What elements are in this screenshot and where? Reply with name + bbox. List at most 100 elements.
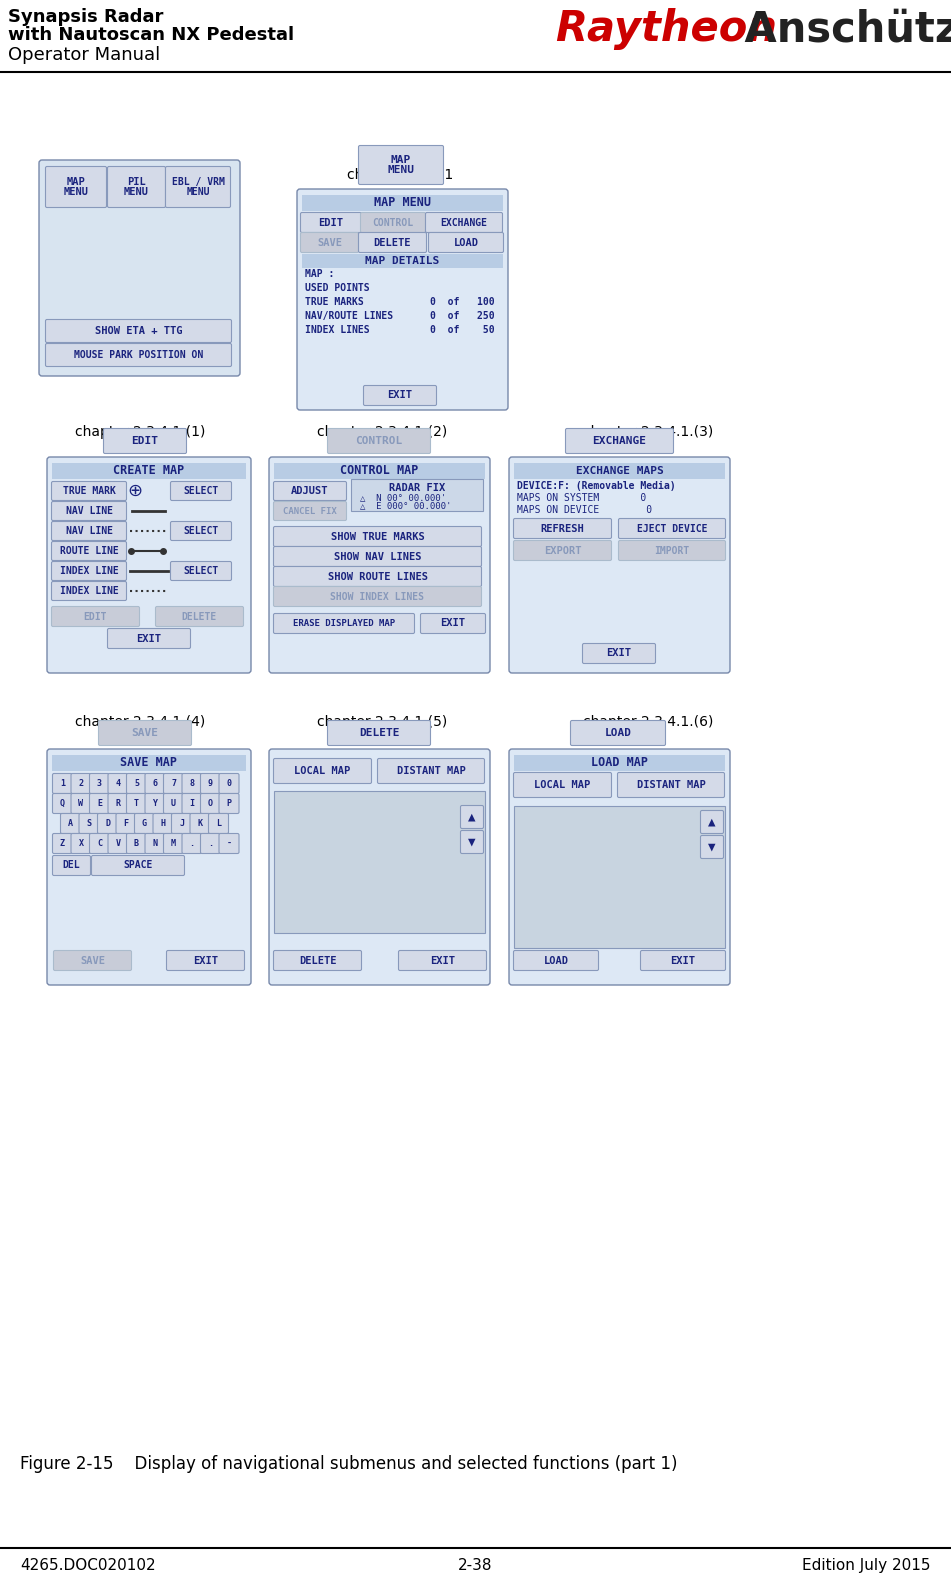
FancyBboxPatch shape (460, 805, 483, 829)
Text: A: A (68, 819, 73, 827)
FancyBboxPatch shape (351, 479, 483, 511)
Text: NAV LINE: NAV LINE (66, 506, 112, 515)
Text: C: C (97, 838, 102, 848)
FancyBboxPatch shape (107, 628, 190, 649)
Text: Synapsis Radar: Synapsis Radar (8, 8, 164, 25)
Text: with Nautoscan NX Pedestal: with Nautoscan NX Pedestal (8, 25, 294, 45)
Text: EXIT: EXIT (387, 390, 413, 401)
Text: O: O (208, 799, 213, 808)
FancyBboxPatch shape (302, 255, 503, 267)
FancyBboxPatch shape (425, 213, 502, 232)
Text: MOUSE PARK POSITION ON: MOUSE PARK POSITION ON (74, 350, 204, 360)
Text: chapter 2.3.4.1.(6): chapter 2.3.4.1.(6) (583, 714, 713, 729)
Text: 0  of   250: 0 of 250 (430, 310, 495, 321)
Text: SAVE: SAVE (80, 956, 105, 966)
Text: ADJUST: ADJUST (291, 485, 329, 496)
FancyBboxPatch shape (98, 813, 118, 834)
Text: chapter 2.3.4.1: chapter 2.3.4.1 (347, 169, 453, 181)
FancyBboxPatch shape (51, 501, 126, 520)
FancyBboxPatch shape (509, 749, 730, 985)
FancyBboxPatch shape (274, 546, 481, 566)
FancyBboxPatch shape (182, 834, 202, 853)
FancyBboxPatch shape (274, 759, 372, 783)
Text: T: T (134, 799, 139, 808)
FancyBboxPatch shape (164, 794, 184, 813)
FancyBboxPatch shape (509, 457, 730, 673)
Text: G: G (142, 819, 147, 827)
FancyBboxPatch shape (104, 428, 186, 453)
Text: NAV LINE: NAV LINE (66, 527, 112, 536)
Text: CONTROL: CONTROL (373, 218, 414, 228)
FancyBboxPatch shape (301, 232, 359, 253)
FancyBboxPatch shape (514, 773, 611, 797)
FancyBboxPatch shape (701, 810, 724, 834)
FancyBboxPatch shape (274, 463, 485, 479)
Text: EXCHANGE: EXCHANGE (440, 218, 488, 228)
FancyBboxPatch shape (145, 773, 165, 794)
FancyBboxPatch shape (134, 813, 154, 834)
Text: L: L (216, 819, 221, 827)
Text: EJECT DEVICE: EJECT DEVICE (637, 523, 708, 533)
Text: LOAD: LOAD (605, 729, 631, 738)
Text: DELETE: DELETE (359, 729, 399, 738)
FancyBboxPatch shape (53, 950, 131, 971)
Text: LOCAL MAP: LOCAL MAP (295, 765, 351, 776)
Text: 4: 4 (115, 780, 121, 788)
Text: 3: 3 (97, 780, 102, 788)
Text: H: H (161, 819, 165, 827)
Text: U: U (171, 799, 176, 808)
Text: EXIT: EXIT (137, 633, 162, 643)
FancyBboxPatch shape (51, 562, 126, 581)
FancyBboxPatch shape (46, 320, 231, 342)
Text: 0  of   100: 0 of 100 (430, 298, 495, 307)
Text: REFRESH: REFRESH (540, 523, 584, 533)
Text: SELECT: SELECT (184, 566, 219, 576)
Text: S: S (87, 819, 91, 827)
Text: B: B (134, 838, 139, 848)
Text: chapter 2.3.4.1.(3): chapter 2.3.4.1.(3) (583, 425, 713, 439)
Text: EXPORT: EXPORT (544, 546, 581, 555)
Text: △  E 000° 00.000': △ E 000° 00.000' (360, 501, 452, 511)
Text: INDEX LINE: INDEX LINE (60, 585, 118, 597)
Text: 2-38: 2-38 (457, 1558, 493, 1573)
Text: CONTROL: CONTROL (356, 436, 402, 445)
FancyBboxPatch shape (91, 856, 184, 875)
Text: EDIT: EDIT (84, 611, 107, 622)
FancyBboxPatch shape (164, 773, 184, 794)
FancyBboxPatch shape (61, 813, 81, 834)
FancyBboxPatch shape (52, 834, 72, 853)
Text: IMPORT: IMPORT (654, 546, 689, 555)
Text: EXCHANGE: EXCHANGE (592, 436, 647, 445)
FancyBboxPatch shape (165, 167, 230, 207)
Text: .: . (189, 838, 195, 848)
Text: DELETE: DELETE (182, 611, 217, 622)
Text: LOAD MAP: LOAD MAP (591, 756, 648, 770)
Text: Edition July 2015: Edition July 2015 (802, 1558, 930, 1573)
FancyBboxPatch shape (269, 749, 490, 985)
Text: SHOW INDEX LINES: SHOW INDEX LINES (331, 592, 424, 601)
FancyBboxPatch shape (583, 643, 655, 663)
FancyBboxPatch shape (51, 522, 126, 541)
Text: chapter 2.3.4.1.(1): chapter 2.3.4.1.(1) (75, 425, 205, 439)
Text: LOAD: LOAD (454, 237, 478, 248)
FancyBboxPatch shape (274, 950, 361, 971)
FancyBboxPatch shape (201, 834, 221, 853)
FancyBboxPatch shape (145, 794, 165, 813)
Text: DEL: DEL (63, 861, 80, 870)
FancyBboxPatch shape (108, 773, 128, 794)
FancyBboxPatch shape (51, 581, 126, 600)
FancyBboxPatch shape (107, 167, 165, 207)
FancyBboxPatch shape (51, 482, 126, 501)
Text: CREATE MAP: CREATE MAP (113, 465, 184, 477)
Text: 0: 0 (226, 780, 231, 788)
FancyBboxPatch shape (514, 756, 725, 772)
Text: SHOW ROUTE LINES: SHOW ROUTE LINES (327, 571, 428, 581)
FancyBboxPatch shape (219, 794, 239, 813)
Text: Raytheon: Raytheon (555, 8, 777, 49)
Text: ⊕: ⊕ (127, 482, 143, 500)
Text: EXIT: EXIT (193, 956, 218, 966)
Text: MAPS ON DEVICE        0: MAPS ON DEVICE 0 (517, 504, 652, 515)
FancyBboxPatch shape (182, 794, 202, 813)
FancyBboxPatch shape (301, 213, 361, 232)
FancyBboxPatch shape (108, 794, 128, 813)
